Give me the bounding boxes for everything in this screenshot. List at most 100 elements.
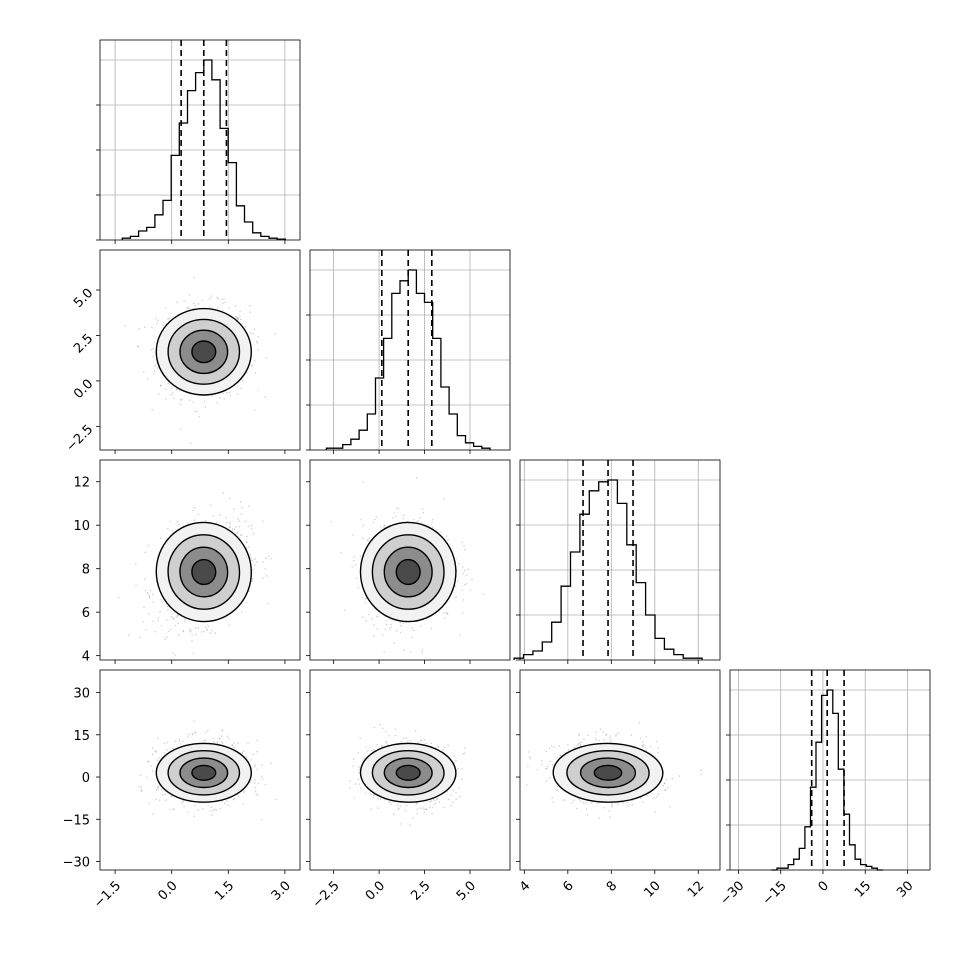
sample-point: [393, 512, 396, 514]
sample-point: [464, 548, 466, 551]
sample-point: [171, 392, 174, 394]
sample-point: [654, 811, 657, 813]
sample-point: [193, 815, 196, 818]
density-fill-level-3: [396, 559, 421, 585]
sample-point: [228, 307, 230, 310]
histogram-panel-1: [306, 249, 511, 454]
sample-point: [184, 618, 186, 620]
sample-point: [233, 741, 235, 744]
sample-point: [357, 586, 360, 589]
sample-point: [223, 398, 225, 400]
sample-point: [388, 801, 391, 803]
sample-point: [197, 809, 199, 811]
sample-point: [250, 524, 253, 527]
sample-point: [611, 804, 613, 807]
sample-point: [270, 762, 272, 765]
sample-point: [390, 626, 392, 628]
sample-point: [212, 737, 215, 740]
sample-point: [160, 788, 162, 791]
sample-point: [236, 386, 238, 388]
sample-point: [187, 307, 190, 310]
sample-point: [446, 613, 449, 615]
sample-point: [431, 518, 434, 521]
sample-point: [203, 401, 206, 403]
sample-point: [154, 630, 157, 633]
sample-point: [207, 804, 209, 807]
sample-point: [261, 764, 263, 766]
sample-point: [436, 797, 439, 800]
sample-point: [700, 769, 702, 772]
sample-point: [355, 577, 358, 579]
sample-point: [330, 520, 333, 523]
sample-point: [146, 377, 149, 380]
contour-line-0: [395, 764, 421, 781]
sample-point: [421, 522, 423, 524]
sample-point: [409, 651, 412, 653]
sample-point: [188, 294, 191, 296]
sample-point: [148, 595, 151, 598]
sample-point: [237, 518, 240, 521]
sample-point: [250, 759, 253, 761]
sample-point: [158, 393, 160, 395]
sample-point: [377, 616, 379, 618]
sample-point: [153, 370, 156, 372]
sample-point: [664, 789, 666, 791]
sample-point: [150, 765, 153, 767]
sample-point: [251, 559, 254, 562]
sample-point: [371, 618, 373, 620]
contour-line-3: [359, 742, 457, 803]
sample-point: [209, 632, 212, 634]
sample-point: [183, 805, 185, 808]
sample-point: [250, 332, 252, 334]
sample-point: [212, 515, 215, 517]
panel-frame: [99, 669, 301, 871]
sample-point: [368, 537, 370, 540]
sample-point: [197, 627, 200, 630]
sample-point: [223, 298, 225, 300]
sample-point: [552, 801, 555, 803]
sample-point: [187, 522, 189, 524]
histogram-panel-3: [726, 669, 931, 874]
sample-point: [412, 629, 415, 631]
sample-point: [641, 744, 644, 747]
panel-background: [310, 250, 510, 450]
sample-point: [178, 738, 181, 741]
sample-point: [405, 804, 408, 807]
sample-point: [204, 626, 207, 628]
sample-point: [160, 625, 163, 627]
sample-point: [231, 744, 233, 746]
sample-point: [217, 306, 219, 309]
sample-point: [249, 554, 252, 556]
sample-point: [375, 516, 377, 518]
sample-point: [455, 557, 457, 560]
sample-point: [241, 752, 244, 754]
sample-point: [176, 615, 178, 618]
panel-background: [100, 40, 300, 240]
sample-point: [373, 624, 375, 626]
sample-point: [393, 642, 396, 644]
sample-point: [235, 315, 237, 318]
sample-point: [155, 789, 158, 791]
sample-point: [146, 776, 148, 779]
sample-point: [362, 480, 364, 483]
sample-point: [541, 760, 543, 762]
sample-point: [148, 802, 150, 805]
sample-point: [247, 742, 249, 745]
sample-point: [380, 744, 383, 747]
sample-point: [395, 630, 398, 632]
sample-point: [190, 442, 192, 444]
sample-point: [239, 534, 242, 537]
sample-point: [256, 739, 258, 742]
sample-point: [249, 311, 251, 313]
sample-point: [467, 568, 469, 571]
sample-point: [457, 563, 460, 565]
sample-point: [411, 627, 413, 629]
density-panel-1-2: [306, 459, 511, 664]
sample-point: [181, 801, 183, 804]
contour-line-1: [383, 757, 433, 789]
sample-point: [383, 651, 385, 653]
sample-point: [257, 782, 260, 785]
sample-point: [198, 415, 201, 418]
sample-point: [253, 359, 256, 362]
